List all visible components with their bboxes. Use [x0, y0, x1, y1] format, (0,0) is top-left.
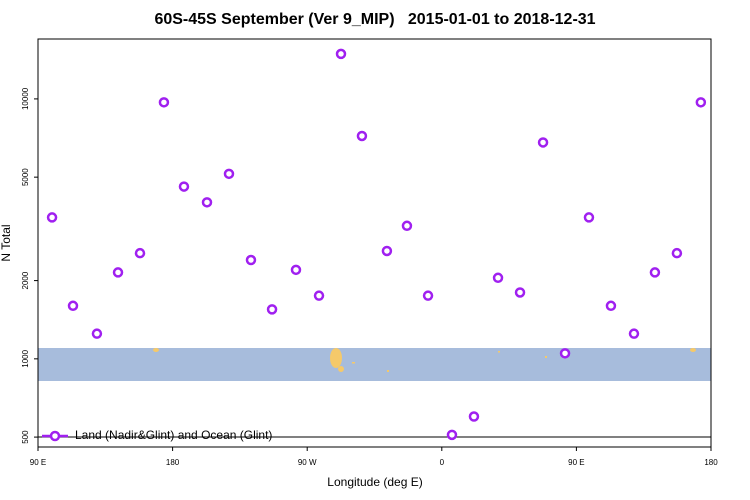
x-tick-label: 180 [166, 458, 180, 467]
point [422, 290, 434, 301]
point [335, 48, 347, 60]
point [695, 97, 707, 108]
y-tick-label: 1000 [21, 349, 30, 367]
point [313, 290, 325, 301]
legend-marker [49, 430, 61, 442]
point [67, 300, 79, 312]
point [112, 267, 124, 278]
point [178, 181, 190, 192]
land-shapes [153, 348, 696, 372]
point [559, 348, 571, 359]
point [649, 267, 661, 278]
y-tick-label: 2000 [21, 271, 30, 289]
point [46, 212, 58, 223]
point [158, 97, 170, 108]
point [223, 168, 235, 180]
y-tick-label: 10000 [21, 87, 30, 110]
point [134, 247, 146, 259]
point [201, 197, 213, 208]
point [356, 130, 368, 142]
point [446, 429, 458, 441]
point [628, 328, 640, 339]
x-tick-label: 180 [704, 458, 718, 467]
point [266, 304, 278, 315]
map-strip [38, 348, 711, 381]
y-axis-label: N Total [0, 224, 13, 261]
y-tick-label: 500 [21, 430, 30, 444]
point [605, 300, 617, 312]
point [91, 328, 103, 339]
x-tick-label: 90 W [298, 458, 317, 467]
x-axis-label: Longitude (deg E) [327, 475, 422, 489]
point [514, 287, 526, 298]
point [492, 272, 504, 284]
plot-frame [37, 38, 712, 448]
x-tick-label: 90 E [568, 458, 584, 467]
point [671, 247, 683, 259]
point [381, 245, 393, 257]
point [290, 264, 302, 276]
point [245, 254, 257, 266]
x-tick-label: 0 [440, 458, 445, 467]
legend-label: Land (Nadir&Glint) and Ocean (Glint) [75, 428, 272, 442]
point [401, 220, 413, 232]
y-tick-label: 5000 [21, 168, 30, 186]
point [583, 212, 595, 223]
x-tick-label: 90 E [30, 458, 46, 467]
point [468, 411, 480, 422]
chart-title: 60S-45S September (Ver 9_MIP) 2015-01-01… [154, 11, 595, 28]
point [537, 137, 549, 148]
